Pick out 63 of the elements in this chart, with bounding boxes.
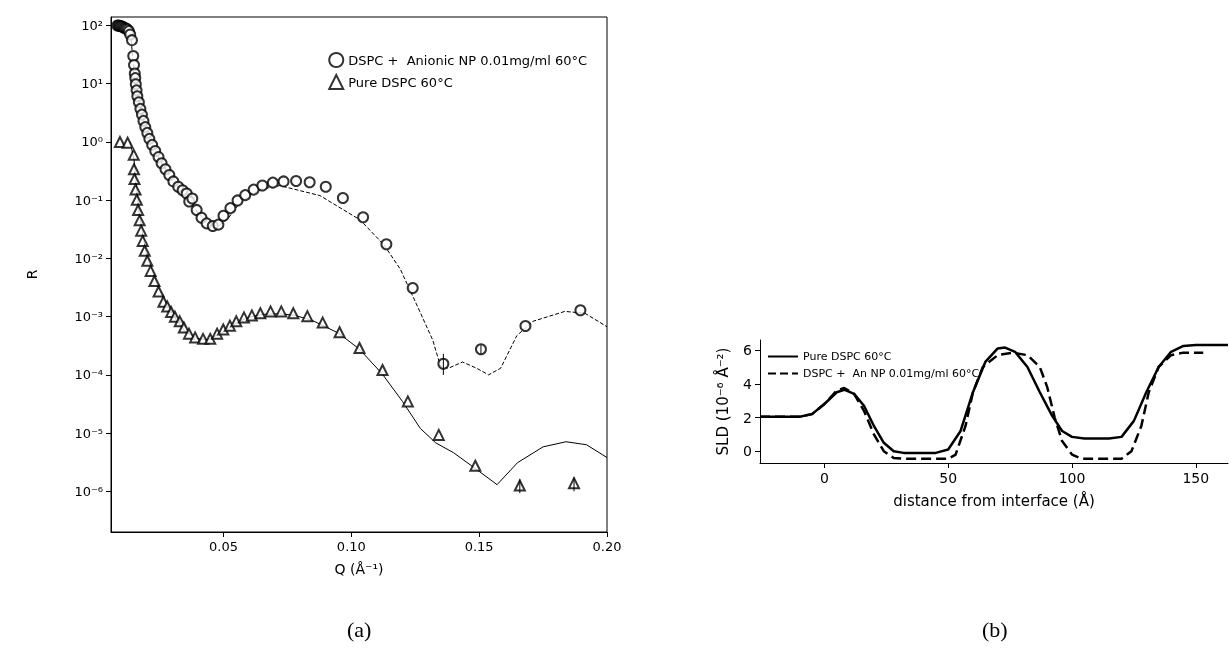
y-axis-title: R	[24, 269, 40, 280]
y-tick-label: 10⁻³	[74, 309, 103, 325]
point	[264, 305, 277, 318]
text: (b)	[982, 616, 1008, 642]
text: (a)	[347, 616, 372, 642]
y-tick-label: 10¹	[81, 76, 103, 92]
point	[128, 173, 141, 186]
point	[254, 307, 267, 320]
point	[353, 341, 366, 354]
x-tick-label: 50	[939, 470, 958, 486]
point	[132, 203, 145, 216]
point	[401, 395, 414, 408]
point	[127, 148, 140, 161]
y-tick-label: 2	[743, 409, 752, 426]
point	[144, 264, 157, 277]
x-tick-label: 100	[1058, 470, 1086, 486]
x-tick-label: 0.20	[592, 539, 622, 554]
point	[301, 310, 314, 323]
legend-label: DSPC + An NP 0.01mg/ml 60°C	[803, 367, 980, 380]
y-tick-label: 10⁻⁶	[74, 483, 103, 499]
point	[129, 183, 142, 196]
y-tick-label: 10⁰	[81, 134, 103, 150]
point	[316, 316, 329, 329]
point	[275, 305, 288, 318]
point	[141, 254, 154, 267]
point	[333, 326, 346, 339]
point	[152, 285, 165, 298]
x-axis-title: distance from interface (Å)	[893, 490, 1095, 510]
y-tick-label: 0	[743, 443, 752, 460]
point	[230, 315, 243, 328]
y-tick-label: 10⁻⁴	[74, 367, 103, 383]
point	[133, 214, 146, 227]
x-tick-label: 0.05	[209, 539, 238, 554]
point	[148, 274, 161, 287]
point	[245, 309, 258, 322]
point	[121, 136, 134, 149]
point	[189, 331, 202, 344]
x-axis-title: Q (Å⁻¹)	[334, 561, 384, 577]
y-axis-title: SLD (10⁻⁶ Å⁻²)	[712, 347, 732, 456]
y-tick-label: 10²	[81, 18, 103, 34]
x-tick-label: 0.10	[336, 539, 366, 554]
point	[128, 163, 141, 176]
legend-label: Pure DSPC 60°C	[803, 350, 892, 363]
point	[287, 307, 300, 320]
point	[138, 244, 151, 257]
point	[469, 459, 482, 472]
point	[136, 234, 149, 247]
point	[237, 311, 250, 324]
x-tick-label: 150	[1182, 470, 1210, 486]
point	[432, 428, 445, 441]
y-tick-label: 4	[743, 375, 753, 392]
y-tick-label: 10⁻⁵	[74, 425, 103, 441]
point	[223, 319, 236, 332]
y-tick-label: 6	[743, 342, 753, 359]
y-tick-label: 10⁻¹	[74, 192, 103, 208]
point	[130, 193, 143, 206]
point	[204, 332, 217, 345]
y-tick-label: 10⁻²	[74, 250, 103, 266]
legend-label: Pure DSPC 60°C	[348, 74, 453, 90]
x-tick-label: 0.15	[464, 539, 494, 554]
legend-label: DSPC + Anionic NP 0.01mg/ml 60°C	[348, 52, 587, 68]
x-tick-label: 0	[819, 470, 829, 486]
point	[135, 224, 148, 237]
